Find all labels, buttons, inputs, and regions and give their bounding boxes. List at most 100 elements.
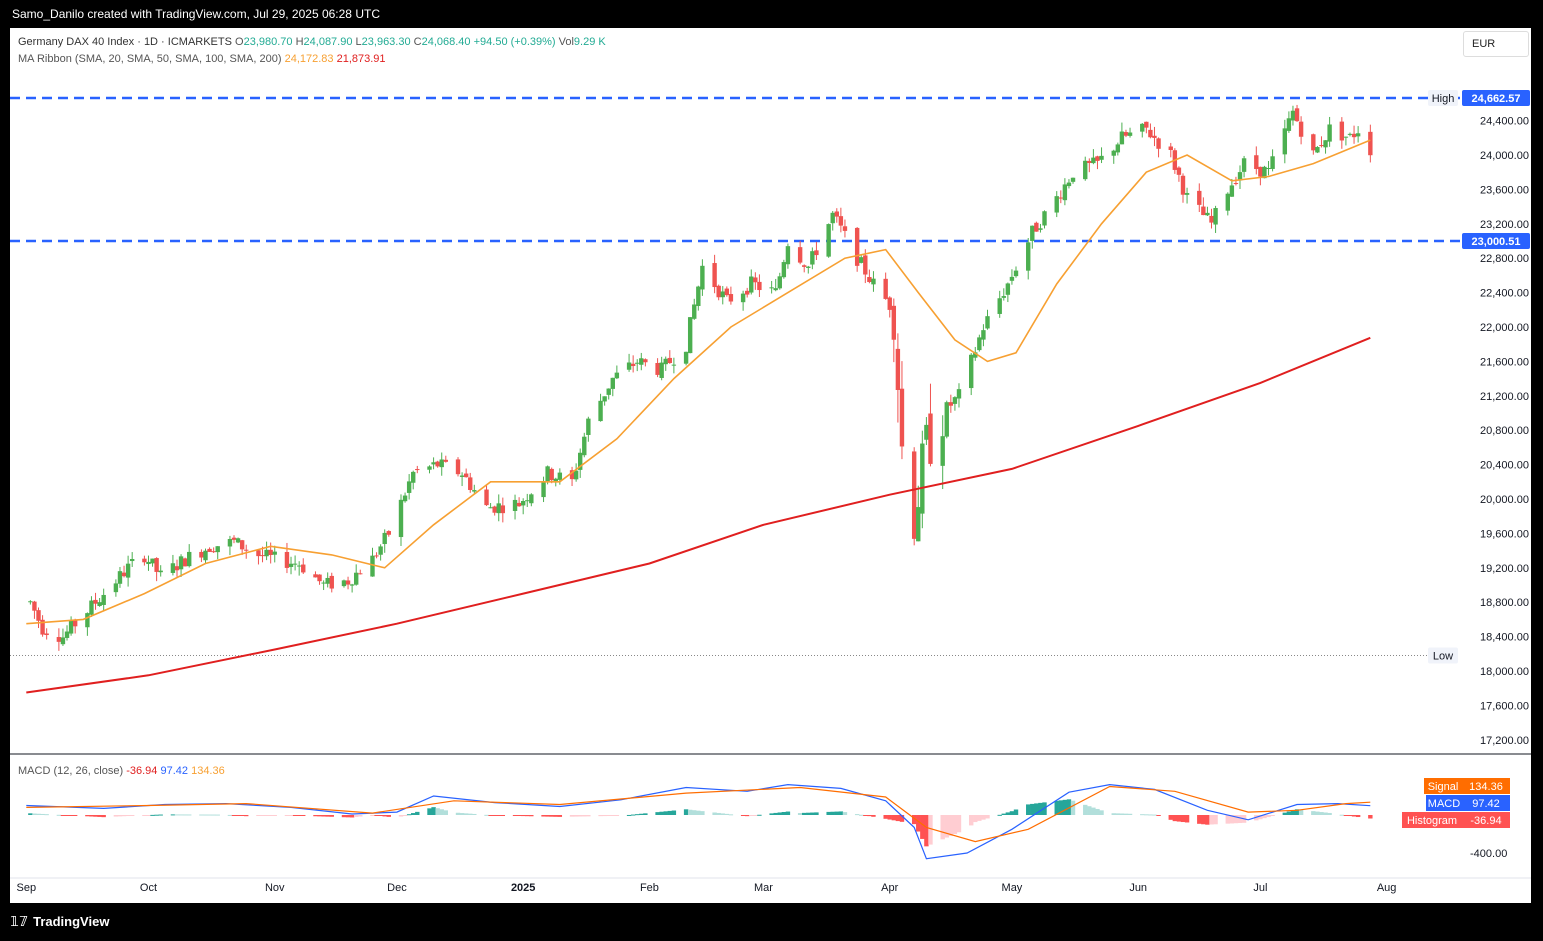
candle-body [174,566,180,571]
macd-histogram-bar [288,815,294,816]
candle [687,317,693,354]
candle-body [557,472,563,480]
candle [525,493,530,507]
candle-body [146,561,151,565]
candle-body [655,362,660,375]
candle [1266,161,1271,176]
candle [484,484,489,506]
macd-histogram-bar [1197,815,1202,824]
candle [659,356,664,381]
currency-selector[interactable]: EUR [1463,31,1529,57]
candle-body [602,396,607,402]
candle-body [683,351,689,364]
macd-histogram-bar [1213,815,1218,825]
macd-histogram-bar [345,815,351,818]
candle [370,547,375,577]
candle-body [101,594,106,605]
macd-histogram-bar [72,815,78,816]
macd-histogram-bar [321,815,326,817]
candle [231,535,237,544]
candle [1315,146,1320,154]
candle-body [215,546,220,553]
macd-histogram-bar [610,815,615,816]
candle [313,571,318,578]
macd-histogram-bar [659,811,664,815]
candle [402,492,408,503]
candle-body [781,262,787,278]
candle [1144,121,1149,134]
macd-histogram-bar [911,815,917,825]
candle-body [948,402,954,406]
macd-legend[interactable]: MACD (12, 26, close) -36.94 97.42 134.36 [18,765,225,777]
candle [406,474,412,500]
macd-histogram-bar [956,815,962,833]
high-marker-box [1428,90,1458,107]
macd-histogram-bar [1026,804,1031,815]
candles-layer [28,104,1373,651]
x-tick-label: Jul [1253,882,1267,894]
candle [121,565,127,578]
candle [981,324,986,347]
candle [1030,225,1035,249]
candle-body [1054,196,1059,213]
candle-body [150,558,155,564]
candle [264,541,269,561]
candle-body [398,499,404,538]
candle [529,493,534,507]
candle [427,465,432,474]
candle [1119,122,1125,145]
candle-body [386,531,391,535]
macd-histogram-bar [920,815,925,839]
macd-histogram-bar [529,815,534,817]
macd-legend-name: MACD [1428,798,1460,810]
candle [520,498,526,515]
candle-body [899,388,905,447]
candle [549,467,554,484]
candle-body [431,462,436,465]
macd-histogram-bar [1282,812,1288,815]
candle [712,254,717,294]
macd-histogram-bar [28,813,33,815]
candle-body [484,489,489,506]
macd-histogram-bar [692,810,697,815]
candle-body [455,459,461,475]
macd-histogram-bar [341,815,347,818]
ma200-value: 21,873.91 [336,53,386,65]
macd-histogram-bar [1286,811,1292,815]
candle-body [1070,177,1076,182]
candle-body [1180,175,1186,195]
candle-body [117,571,123,584]
price-chart-svg[interactable]: 24,662.57 23,000.51 High Low 17,200.00 17,60… [10,28,1531,903]
symbol-legend[interactable]: Germany DAX 40 Index · 1D · ICMARKETS O2… [18,36,606,48]
macd-histogram-bar [863,815,868,816]
candle-body [313,574,318,578]
chart-panel[interactable]: 24,662.57 23,000.51 High Low 17,200.00 17,60… [10,28,1531,903]
macd-histogram-bar [1311,811,1316,815]
macd-histogram-bar [113,815,119,817]
macd-histogram-bar [1327,812,1332,815]
y-tick-label: 24,000.00 [1480,150,1529,162]
candle [1058,190,1064,204]
tradingview-logo[interactable]: 𝟙𝟟 TradingView [10,914,109,930]
candle [345,576,351,590]
candle-body [443,459,448,462]
candle [626,353,632,372]
candle [639,352,644,371]
candle [1005,282,1011,303]
candle [211,547,216,553]
candle [1294,104,1300,122]
macd-histogram-bar [683,809,689,815]
macd-histogram-bar [1205,815,1210,825]
macd-histogram-bar [952,815,958,835]
candle-body [1213,208,1218,225]
candle [630,355,636,373]
candle-body [924,424,929,440]
candle [1347,132,1353,137]
candle-body [1258,166,1263,177]
macd-histogram-bar [235,815,241,816]
candle-body [68,620,74,634]
ma-ribbon-legend[interactable]: MA Ribbon (SMA, 20, SMA, 50, SMA, 100, S… [18,53,386,65]
candle-body [944,402,949,437]
macd-histogram-bar [455,812,461,815]
candle [28,600,33,605]
